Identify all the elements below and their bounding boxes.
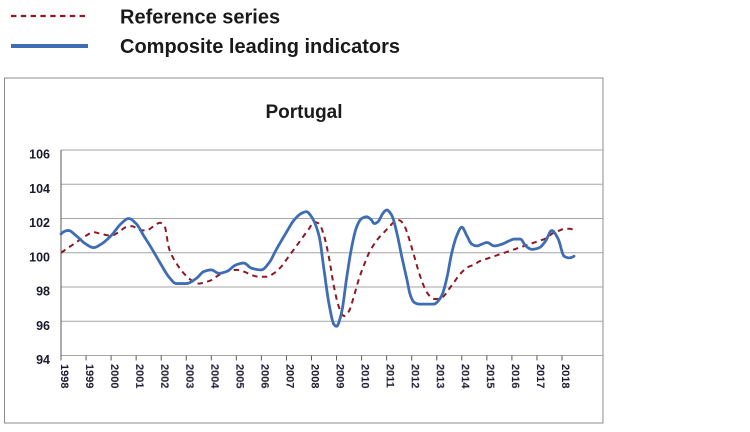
svg-text:Reference series: Reference series <box>120 7 280 29</box>
svg-text:2012: 2012 <box>409 364 421 388</box>
svg-text:98: 98 <box>36 285 50 299</box>
svg-text:104: 104 <box>29 182 50 196</box>
svg-text:2016: 2016 <box>509 364 521 388</box>
svg-text:102: 102 <box>29 216 50 230</box>
svg-text:2007: 2007 <box>283 364 295 388</box>
svg-text:2015: 2015 <box>484 364 496 388</box>
svg-text:2017: 2017 <box>534 364 546 388</box>
svg-text:2003: 2003 <box>183 364 195 388</box>
svg-text:1999: 1999 <box>83 364 95 388</box>
svg-text:2011: 2011 <box>384 364 396 388</box>
svg-text:2002: 2002 <box>158 364 170 388</box>
svg-text:Composite leading indicators: Composite leading indicators <box>120 36 400 58</box>
svg-text:2000: 2000 <box>108 364 120 388</box>
svg-text:96: 96 <box>36 319 50 333</box>
svg-text:2001: 2001 <box>133 364 145 388</box>
svg-text:2004: 2004 <box>208 364 220 389</box>
svg-text:2013: 2013 <box>434 364 446 388</box>
svg-text:2009: 2009 <box>334 364 346 388</box>
svg-text:1998: 1998 <box>58 364 70 388</box>
svg-text:2005: 2005 <box>233 364 245 388</box>
svg-text:100: 100 <box>29 250 50 264</box>
svg-text:2014: 2014 <box>459 364 471 389</box>
svg-text:2008: 2008 <box>309 364 321 388</box>
svg-text:Portugal: Portugal <box>265 102 342 123</box>
svg-text:2010: 2010 <box>359 364 371 388</box>
svg-text:2018: 2018 <box>559 364 571 388</box>
svg-text:94: 94 <box>36 353 50 367</box>
svg-text:106: 106 <box>29 148 50 162</box>
svg-text:2006: 2006 <box>258 364 270 388</box>
